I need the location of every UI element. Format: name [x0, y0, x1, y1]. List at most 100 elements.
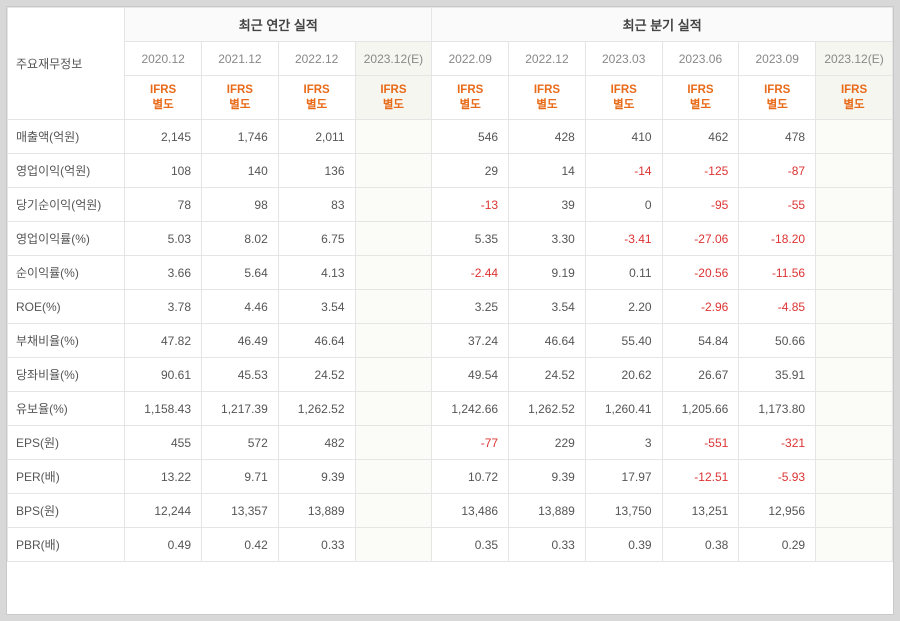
- quarter-period-3: 2023.06: [662, 42, 739, 76]
- annual-header: 최근 연간 실적: [125, 8, 432, 42]
- row-label: 당좌비율(%): [8, 358, 125, 392]
- cell-value: [355, 256, 432, 290]
- table-row: 순이익률(%)3.665.644.13-2.449.190.11-20.56-1…: [8, 256, 893, 290]
- cell-value: 10.72: [432, 460, 509, 494]
- ifrs-header-5: IFRS별도: [509, 76, 586, 120]
- cell-value: [355, 188, 432, 222]
- table-row: 유보율(%)1,158.431,217.391,262.521,242.661,…: [8, 392, 893, 426]
- cell-value: [816, 290, 893, 324]
- quarter-header: 최근 분기 실적: [432, 8, 893, 42]
- table-row: BPS(원)12,24413,35713,88913,48613,88913,7…: [8, 494, 893, 528]
- ifrs-header-6: IFRS별도: [585, 76, 662, 120]
- cell-value: 26.67: [662, 358, 739, 392]
- cell-value: [816, 358, 893, 392]
- cell-value: 4.13: [278, 256, 355, 290]
- cell-value: 3.54: [509, 290, 586, 324]
- cell-value: 3.54: [278, 290, 355, 324]
- table-head: 주요재무정보 최근 연간 실적 최근 분기 실적 2020.122021.122…: [8, 8, 893, 120]
- cell-value: [816, 392, 893, 426]
- cell-value: 3: [585, 426, 662, 460]
- cell-value: 14: [509, 154, 586, 188]
- cell-value: [355, 154, 432, 188]
- cell-value: 482: [278, 426, 355, 460]
- cell-value: 13,357: [202, 494, 279, 528]
- row-label: ROE(%): [8, 290, 125, 324]
- header-row-groups: 주요재무정보 최근 연간 실적 최근 분기 실적: [8, 8, 893, 42]
- row-label: 당기순이익(억원): [8, 188, 125, 222]
- cell-value: -125: [662, 154, 739, 188]
- cell-value: 35.91: [739, 358, 816, 392]
- cell-value: 37.24: [432, 324, 509, 358]
- annual-period-2: 2022.12: [278, 42, 355, 76]
- cell-value: 24.52: [278, 358, 355, 392]
- cell-value: 20.62: [585, 358, 662, 392]
- quarter-period-5: 2023.12(E): [816, 42, 893, 76]
- row-label: 유보율(%): [8, 392, 125, 426]
- cell-value: 455: [125, 426, 202, 460]
- cell-value: [355, 528, 432, 562]
- cell-value: [355, 358, 432, 392]
- table-row: 당좌비율(%)90.6145.5324.5249.5424.5220.6226.…: [8, 358, 893, 392]
- financial-table: 주요재무정보 최근 연간 실적 최근 분기 실적 2020.122021.122…: [7, 7, 893, 562]
- cell-value: 546: [432, 120, 509, 154]
- row-label: 영업이익(억원): [8, 154, 125, 188]
- cell-value: [355, 460, 432, 494]
- table-row: 영업이익률(%)5.038.026.755.353.30-3.41-27.06-…: [8, 222, 893, 256]
- cell-value: 13,750: [585, 494, 662, 528]
- cell-value: 98: [202, 188, 279, 222]
- cell-value: 462: [662, 120, 739, 154]
- quarter-period-0: 2022.09: [432, 42, 509, 76]
- financial-table-frame: 주요재무정보 최근 연간 실적 최근 분기 실적 2020.122021.122…: [6, 6, 894, 615]
- cell-value: [355, 324, 432, 358]
- cell-value: 0.35: [432, 528, 509, 562]
- cell-value: 9.71: [202, 460, 279, 494]
- cell-value: 12,956: [739, 494, 816, 528]
- cell-value: 478: [739, 120, 816, 154]
- cell-value: 9.19: [509, 256, 586, 290]
- cell-value: 50.66: [739, 324, 816, 358]
- quarter-period-1: 2022.12: [509, 42, 586, 76]
- cell-value: 1,262.52: [278, 392, 355, 426]
- cell-value: -11.56: [739, 256, 816, 290]
- header-row-periods: 2020.122021.122022.122023.12(E)2022.0920…: [8, 42, 893, 76]
- cell-value: -3.41: [585, 222, 662, 256]
- table-row: 부채비율(%)47.8246.4946.6437.2446.6455.4054.…: [8, 324, 893, 358]
- cell-value: -12.51: [662, 460, 739, 494]
- cell-value: 3.66: [125, 256, 202, 290]
- cell-value: 8.02: [202, 222, 279, 256]
- cell-value: 108: [125, 154, 202, 188]
- cell-value: 1,217.39: [202, 392, 279, 426]
- cell-value: -18.20: [739, 222, 816, 256]
- annual-period-3: 2023.12(E): [355, 42, 432, 76]
- cell-value: 55.40: [585, 324, 662, 358]
- cell-value: -4.85: [739, 290, 816, 324]
- cell-value: 1,205.66: [662, 392, 739, 426]
- cell-value: 3.30: [509, 222, 586, 256]
- cell-value: 3.25: [432, 290, 509, 324]
- cell-value: -2.96: [662, 290, 739, 324]
- cell-value: 46.49: [202, 324, 279, 358]
- row-label: 영업이익률(%): [8, 222, 125, 256]
- cell-value: [355, 290, 432, 324]
- table-row: 당기순이익(억원)789883-13390-95-55: [8, 188, 893, 222]
- cell-value: 1,158.43: [125, 392, 202, 426]
- header-row-ifrs: IFRS별도IFRS별도IFRS별도IFRS별도IFRS별도IFRS별도IFRS…: [8, 76, 893, 120]
- cell-value: 572: [202, 426, 279, 460]
- cell-value: -87: [739, 154, 816, 188]
- cell-value: 0.11: [585, 256, 662, 290]
- cell-value: -14: [585, 154, 662, 188]
- cell-value: 13,486: [432, 494, 509, 528]
- cell-value: 5.03: [125, 222, 202, 256]
- cell-value: 29: [432, 154, 509, 188]
- cell-value: -321: [739, 426, 816, 460]
- cell-value: 45.53: [202, 358, 279, 392]
- ifrs-header-3: IFRS별도: [355, 76, 432, 120]
- cell-value: 229: [509, 426, 586, 460]
- cell-value: 1,173.80: [739, 392, 816, 426]
- row-label: PBR(배): [8, 528, 125, 562]
- cell-value: [355, 222, 432, 256]
- cell-value: [355, 392, 432, 426]
- cell-value: -13: [432, 188, 509, 222]
- cell-value: 49.54: [432, 358, 509, 392]
- cell-value: [816, 120, 893, 154]
